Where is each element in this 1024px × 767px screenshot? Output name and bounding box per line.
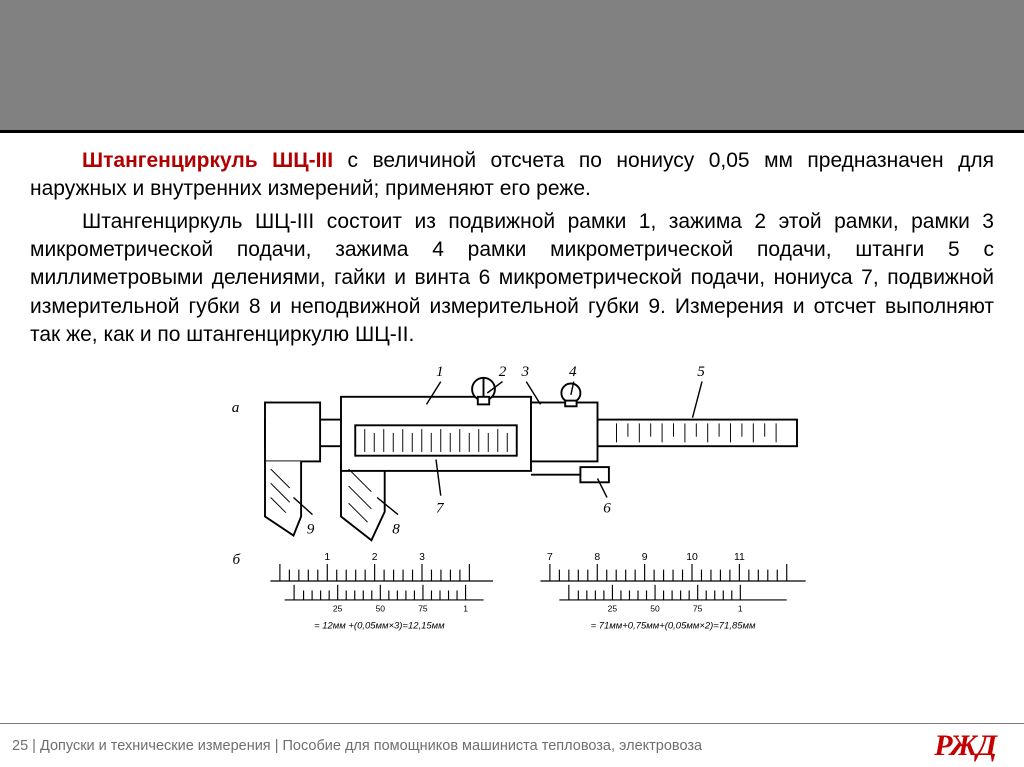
svg-text:75: 75 xyxy=(693,604,703,614)
svg-text:9: 9 xyxy=(642,553,648,564)
callout-9: 9 xyxy=(307,521,315,538)
footer-text: 25 | Допуски и технические измерения | П… xyxy=(12,738,702,754)
panel-b-label: б xyxy=(233,551,242,568)
callout-6: 6 xyxy=(603,500,611,517)
svg-text:1: 1 xyxy=(738,604,743,614)
footer-doc: Пособие для помощников машиниста теплово… xyxy=(283,738,703,754)
svg-text:25: 25 xyxy=(608,604,618,614)
svg-text:10: 10 xyxy=(686,553,698,564)
svg-text:7: 7 xyxy=(547,553,553,564)
caliper-diagram: а 1 2 3 4 5 6 7 8 9 б xyxy=(182,355,842,635)
svg-text:50: 50 xyxy=(650,604,660,614)
svg-text:25: 25 xyxy=(333,604,343,614)
svg-text:1: 1 xyxy=(324,553,330,564)
callout-8: 8 xyxy=(392,521,400,538)
svg-text:11: 11 xyxy=(734,553,745,564)
content-area: Штангенциркуль ШЦ-III с величиной отсчет… xyxy=(0,133,1024,723)
callout-1: 1 xyxy=(436,363,444,380)
footer: 25 | Допуски и технические измерения | П… xyxy=(0,723,1024,767)
footer-section: Допуски и технические измерения xyxy=(40,738,271,754)
callout-3: 3 xyxy=(521,363,530,380)
callout-5: 5 xyxy=(697,363,705,380)
paragraph-2-text: Штангенциркуль ШЦ-III состоит из подвижн… xyxy=(30,210,994,346)
slide-page: Штангенциркуль ШЦ-III с величиной отсчет… xyxy=(0,0,1024,767)
diagram-panel-b: б xyxy=(182,545,842,635)
right-scale-annotation: = 71мм+0,75мм+(0,05мм×2)=71,85мм xyxy=(591,621,756,632)
paragraph-1: Штангенциркуль ШЦ-III с величиной отсчет… xyxy=(30,147,994,204)
left-scale-annotation: = 12мм +(0,05мм×3)=12,15мм xyxy=(314,621,445,632)
panel-a-label: а xyxy=(232,399,240,416)
callout-7: 7 xyxy=(436,500,445,517)
callout-4: 4 xyxy=(569,363,577,380)
diagram-container: а 1 2 3 4 5 6 7 8 9 б xyxy=(30,355,994,635)
rzd-logo: РЖД xyxy=(934,729,996,763)
tool-title: Штангенциркуль ШЦ-III xyxy=(82,149,333,172)
footer-page: 25 xyxy=(12,738,28,754)
svg-text:75: 75 xyxy=(418,604,428,614)
paragraph-2: Штангенциркуль ШЦ-III состоит из подвижн… xyxy=(30,208,994,350)
diagram-panel-a: а 1 2 3 4 5 6 7 8 9 xyxy=(182,355,842,545)
svg-text:2: 2 xyxy=(372,553,378,564)
top-bar xyxy=(0,0,1024,130)
svg-text:1: 1 xyxy=(463,604,468,614)
svg-text:50: 50 xyxy=(376,604,386,614)
callout-2: 2 xyxy=(499,363,507,380)
svg-text:8: 8 xyxy=(594,553,600,564)
svg-text:3: 3 xyxy=(419,553,425,564)
